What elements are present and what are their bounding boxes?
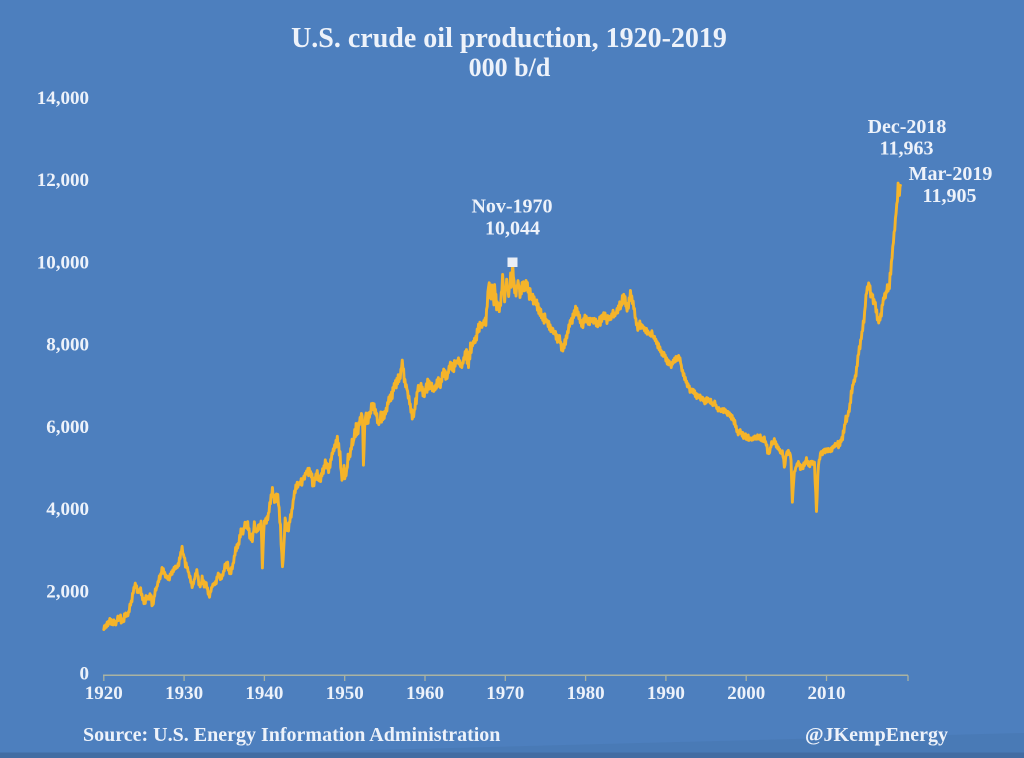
svg-text:U.S. crude oil production, 192: U.S. crude oil production, 1920-2019 <box>291 23 727 54</box>
svg-text:11,963: 11,963 <box>880 138 934 160</box>
svg-text:1980: 1980 <box>567 683 605 704</box>
svg-text:1970: 1970 <box>486 683 524 704</box>
svg-text:11,905: 11,905 <box>923 185 977 207</box>
svg-text:1990: 1990 <box>647 683 685 704</box>
svg-text:1950: 1950 <box>326 683 364 704</box>
svg-text:1930: 1930 <box>165 683 203 704</box>
svg-text:14,000: 14,000 <box>37 88 89 109</box>
svg-text:Dec-2018: Dec-2018 <box>868 116 947 138</box>
svg-text:2000: 2000 <box>727 683 765 704</box>
svg-text:4,000: 4,000 <box>46 499 89 520</box>
svg-text:Source: U.S. Energy Informatio: Source: U.S. Energy Information Administ… <box>83 724 500 746</box>
svg-text:0: 0 <box>80 664 90 685</box>
svg-text:1960: 1960 <box>406 683 444 704</box>
svg-text:@JKempEnergy: @JKempEnergy <box>805 724 948 746</box>
svg-text:10,000: 10,000 <box>37 252 89 273</box>
svg-text:6,000: 6,000 <box>46 417 89 438</box>
svg-text:2010: 2010 <box>808 683 846 704</box>
svg-text:2,000: 2,000 <box>46 581 89 602</box>
svg-text:Nov-1970: Nov-1970 <box>471 196 552 218</box>
svg-text:000 b/d: 000 b/d <box>469 53 551 82</box>
svg-text:1940: 1940 <box>245 683 283 704</box>
svg-text:12,000: 12,000 <box>37 170 89 191</box>
svg-text:8,000: 8,000 <box>46 335 89 356</box>
svg-text:10,044: 10,044 <box>485 218 540 240</box>
svg-text:1920: 1920 <box>85 683 123 704</box>
svg-text:Mar-2019: Mar-2019 <box>909 163 993 185</box>
